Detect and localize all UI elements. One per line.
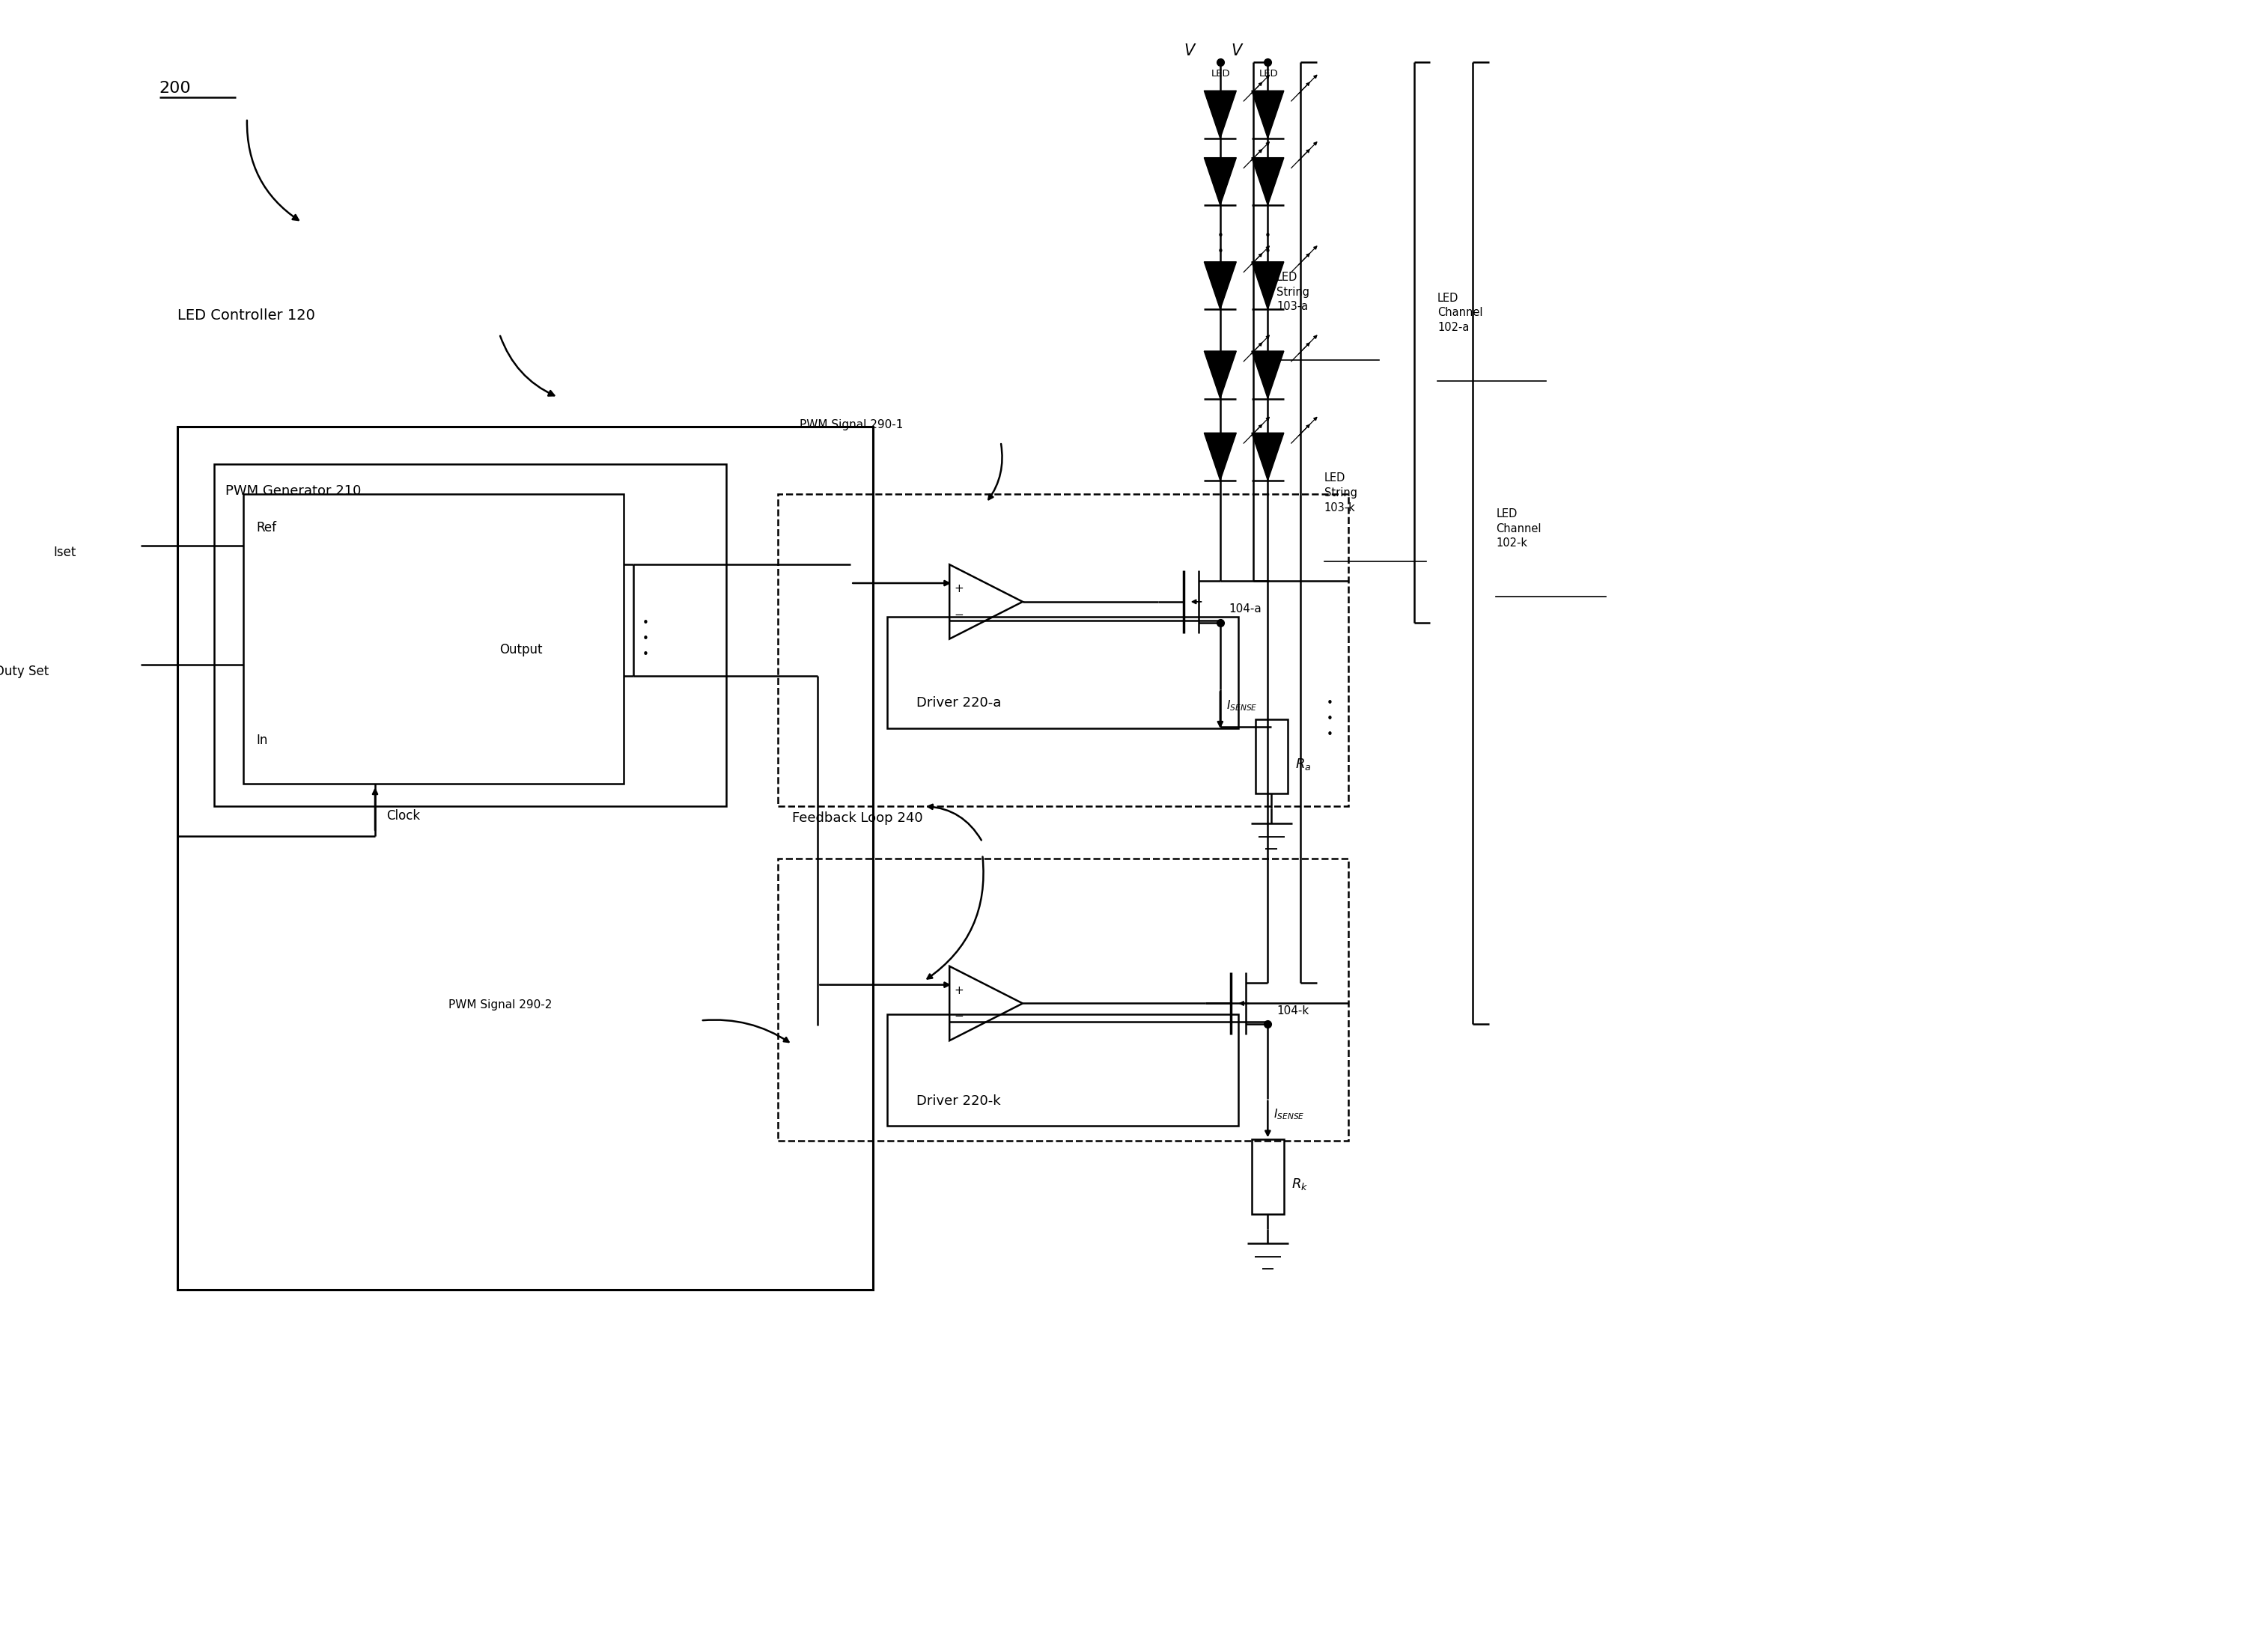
Text: •
•
•: • • •	[1326, 697, 1333, 740]
Text: LED: LED	[1212, 69, 1230, 79]
Bar	[887, 1014, 1239, 1127]
Polygon shape	[1205, 261, 1236, 309]
Polygon shape	[1252, 433, 1284, 481]
Text: In: In	[257, 733, 268, 747]
Text: •
•
•: • • •	[1216, 231, 1223, 274]
Text: PWM Signal 290-2: PWM Signal 290-2	[448, 999, 552, 1011]
Text: $R_a$: $R_a$	[1295, 757, 1311, 771]
Text: Clock: Clock	[385, 809, 419, 823]
Text: Output: Output	[500, 643, 543, 657]
Polygon shape	[1205, 157, 1236, 205]
Text: •
•
•: • • •	[642, 618, 649, 661]
Text: −: −	[955, 610, 964, 621]
Polygon shape	[1252, 91, 1284, 139]
Polygon shape	[1252, 261, 1284, 309]
Text: $V$: $V$	[1232, 45, 1245, 59]
Text: LED Controller 120: LED Controller 120	[178, 309, 315, 322]
Text: $I_{SENSE}$: $I_{SENSE}$	[1275, 1107, 1304, 1122]
Bar	[777, 859, 1349, 1142]
Bar	[178, 426, 872, 1290]
Polygon shape	[1252, 157, 1284, 205]
Polygon shape	[1252, 352, 1284, 398]
Text: +: +	[955, 985, 964, 996]
Bar	[1254, 719, 1288, 793]
Text: LED: LED	[1259, 69, 1279, 79]
Text: Iset: Iset	[54, 545, 77, 560]
Text: Feedback Loop 240: Feedback Loop 240	[793, 811, 923, 824]
Text: 200: 200	[160, 81, 191, 96]
Polygon shape	[1205, 433, 1236, 481]
Bar	[887, 616, 1239, 729]
Text: $V$: $V$	[1185, 45, 1196, 59]
Text: −: −	[955, 1011, 964, 1023]
Text: LED
String
103-a: LED String 103-a	[1277, 271, 1308, 312]
Text: $I_{SENSE}$: $I_{SENSE}$	[1225, 699, 1257, 712]
Bar	[777, 494, 1349, 806]
Text: +: +	[955, 583, 964, 595]
Text: LED
String
103-k: LED String 103-k	[1324, 472, 1358, 514]
Text: 104-a: 104-a	[1230, 603, 1261, 615]
Polygon shape	[1205, 352, 1236, 398]
Text: Driver 220-a: Driver 220-a	[917, 695, 1002, 710]
Bar	[214, 464, 727, 806]
Text: 104-k: 104-k	[1277, 1004, 1308, 1016]
Polygon shape	[1205, 91, 1236, 139]
Text: •
•
•: • • •	[1263, 231, 1270, 274]
Text: PWM Generator 210: PWM Generator 210	[225, 484, 360, 497]
Text: LED
Channel
102-a: LED Channel 102-a	[1437, 292, 1482, 334]
Text: Duty Set: Duty Set	[0, 664, 50, 679]
Text: Driver 220-k: Driver 220-k	[917, 1094, 1000, 1107]
Text: Ref: Ref	[257, 522, 277, 535]
Text: PWM Signal 290-1: PWM Signal 290-1	[799, 420, 903, 431]
Bar	[1252, 1140, 1284, 1214]
Text: LED
Channel
102-k: LED Channel 102-k	[1495, 509, 1540, 548]
Bar	[243, 494, 624, 785]
Text: $R_k$: $R_k$	[1290, 1176, 1308, 1191]
